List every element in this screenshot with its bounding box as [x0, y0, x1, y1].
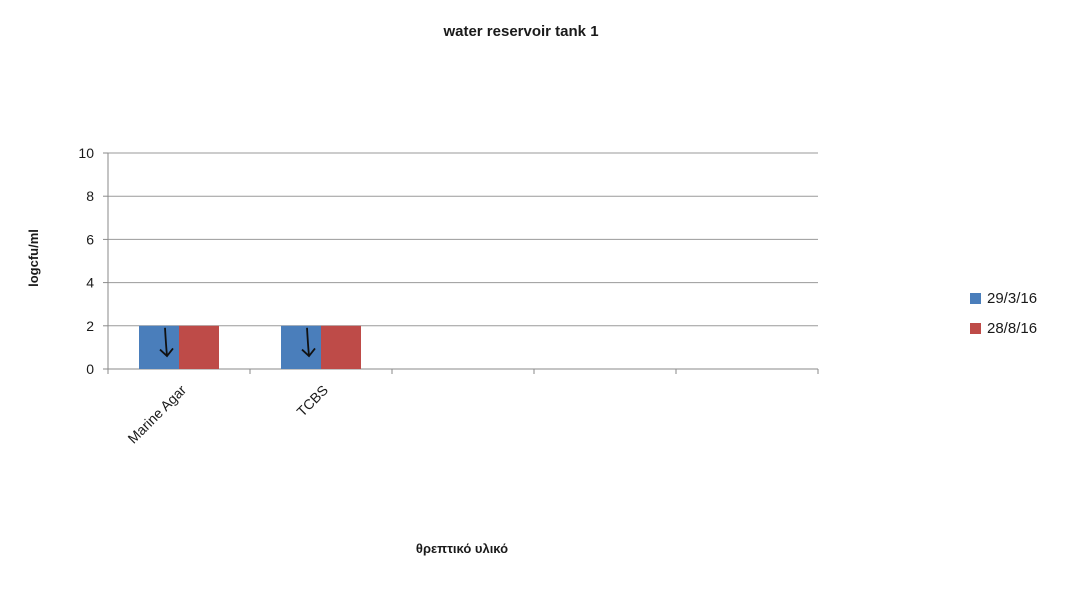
- bar: [139, 325, 179, 369]
- x-tick-label: TCBS: [293, 382, 331, 420]
- bar: [179, 325, 219, 369]
- bars: [139, 325, 361, 369]
- annotations: [159, 327, 316, 358]
- y-tick-label: 6: [86, 231, 94, 247]
- axes: [107, 153, 818, 370]
- x-axis-title: θρεπτικό υλικό: [416, 541, 508, 556]
- y-tick-label: 4: [86, 275, 94, 291]
- legend: 29/3/16 28/8/16: [970, 290, 1037, 337]
- y-tick-label: 10: [78, 145, 94, 161]
- x-axis-ticks: Marine Agar TCBS: [107, 369, 819, 447]
- y-tick-label: 8: [86, 188, 94, 204]
- legend-label: 28/8/16: [987, 320, 1037, 337]
- legend-item: 29/3/16: [970, 290, 1037, 307]
- down-arrow-annotation: [301, 327, 316, 358]
- y-axis-ticks: 0 2 4 6 8 10: [78, 145, 108, 377]
- y-axis-title: logcfu/ml: [26, 229, 41, 287]
- legend-swatch: [970, 323, 981, 334]
- chart-title: water reservoir tank 1: [442, 23, 598, 40]
- down-arrow-annotation: [159, 327, 174, 358]
- legend-swatch: [970, 293, 981, 304]
- legend-item: 28/8/16: [970, 320, 1037, 337]
- bar: [281, 325, 321, 369]
- gridlines: [108, 152, 818, 327]
- y-tick-label: 0: [86, 361, 94, 377]
- x-tick-label: Marine Agar: [124, 382, 189, 447]
- bar: [321, 325, 361, 369]
- y-tick-label: 2: [86, 318, 94, 334]
- legend-label: 29/3/16: [987, 290, 1037, 307]
